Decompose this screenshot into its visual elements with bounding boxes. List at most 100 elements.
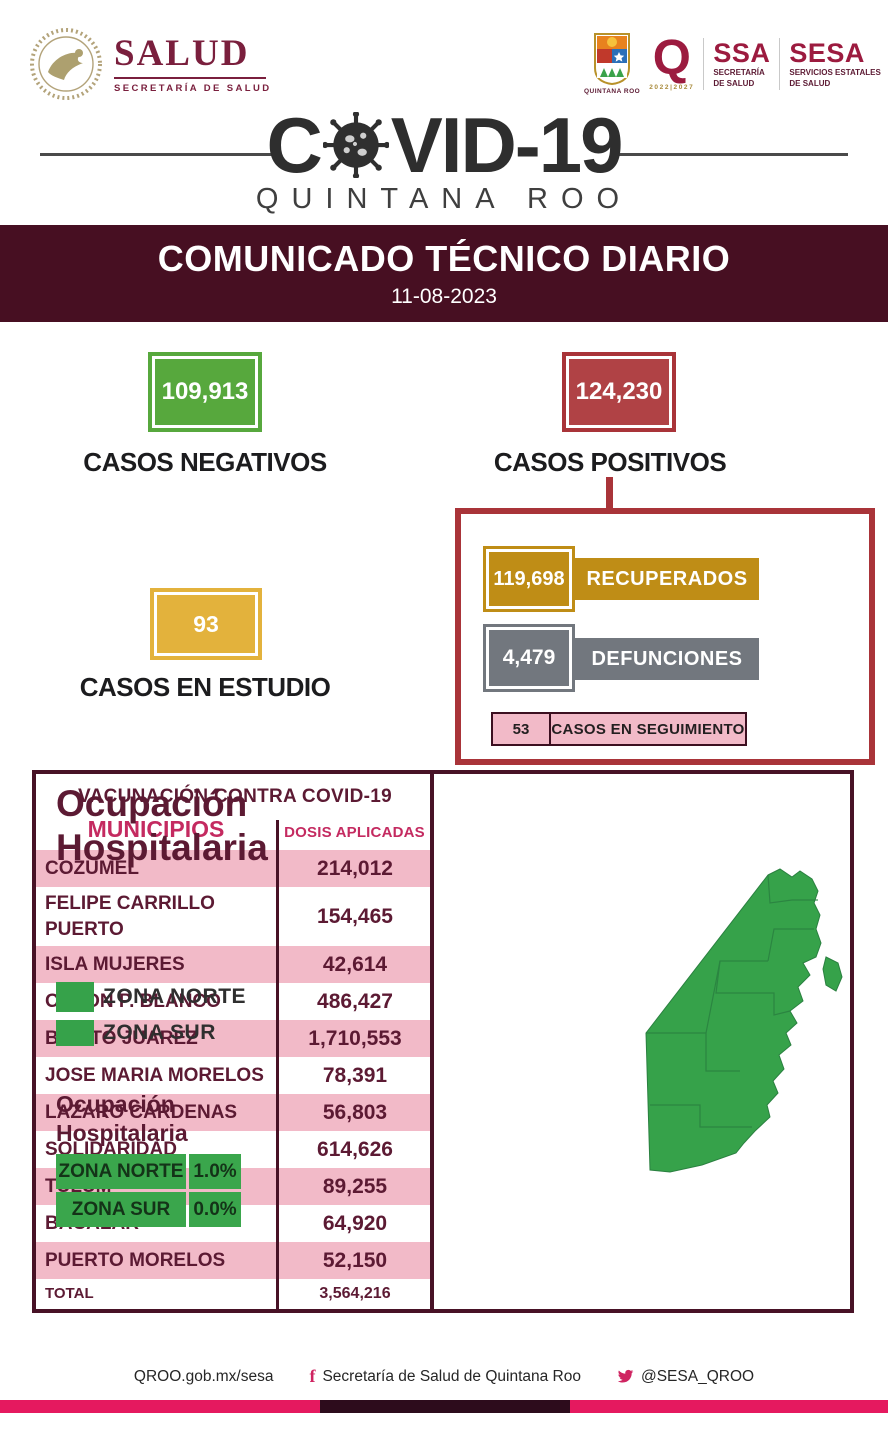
positivos-connector	[606, 477, 613, 509]
dosis-value: 78,391	[322, 1063, 388, 1087]
hospital-subtitle-line1: Ocupación	[56, 1091, 175, 1117]
footer-twitter[interactable]: @SESA_QROO	[617, 1368, 754, 1386]
negativos-label: CASOS NEGATIVOS	[83, 447, 327, 477]
dosis-value: 614,626	[317, 1137, 393, 1161]
dosis-value: 56,803	[322, 1100, 388, 1124]
table-row: PUERTO MORELOS 52,150	[36, 1242, 430, 1280]
positivos-box: 124,230	[562, 352, 676, 432]
covid-title: C VID-19	[0, 106, 888, 184]
footer: QROO.gob.mx/sesa f Secretaría de Salud d…	[0, 1366, 888, 1387]
dosis-value: 89,255	[322, 1174, 388, 1198]
zone-row: ZONA NORTE 1.0%	[56, 1154, 241, 1189]
zone-value: 0.0%	[189, 1192, 241, 1227]
coronavirus-icon	[322, 112, 389, 178]
ssa-line1: SECRETARÍA	[713, 68, 765, 78]
table-row: BENITO JUAREZ 1,710,553	[36, 1020, 430, 1058]
footer-facebook[interactable]: f Secretaría de Salud de Quintana Roo	[309, 1366, 581, 1387]
banner-date: 11-08-2023	[391, 285, 497, 308]
dosis-header: DOSIS APLICADAS	[284, 824, 425, 841]
logo-divider	[703, 37, 705, 90]
hospital-subtitle-line2: Hospitalaria	[56, 1119, 188, 1146]
seguimiento-label: CASOS EN SEGUIMIENTO	[551, 720, 745, 738]
municipio-name: FELIPE CARRILLO PUERTO	[45, 893, 215, 940]
negativos-box: 109,913	[148, 352, 262, 432]
total-label: TOTAL	[45, 1285, 94, 1303]
total-value: 3,564,216	[319, 1285, 391, 1303]
salud-subtitle: SECRETARÍA DE SALUD	[114, 82, 272, 94]
footer-website[interactable]: QROO.gob.mx/sesa	[134, 1368, 274, 1386]
sesa-line2: DE SALUD	[789, 78, 831, 88]
recuperados-value: 119,698	[493, 567, 565, 590]
zone-name: ZONA SUR	[56, 1192, 186, 1227]
positivos-value: 124,230	[575, 378, 663, 405]
table-total-row: TOTAL 3,564,216	[36, 1279, 430, 1309]
table-row: ISLA MUJERES 42,614	[36, 946, 430, 984]
municipio-name: COZUMEL	[45, 857, 139, 879]
legend-swatch-icon	[56, 982, 94, 1012]
dosis-value: 486,427	[317, 989, 393, 1013]
hospital-title-line1: Ocupación	[56, 783, 248, 824]
facebook-icon: f	[309, 1366, 316, 1386]
header-logos-right: QUINTANA ROO Q 2022|2027 SSA SECRETARÍA …	[584, 32, 881, 95]
quintana-roo-caption: QUINTANA ROO	[584, 88, 641, 95]
legend-item: ZONA SUR	[56, 1020, 246, 1046]
quintana-roo-map	[645, 868, 843, 1173]
title-rule-left	[40, 153, 272, 156]
seguimiento-box: 53 CASOS EN SEGUIMIENTO	[491, 712, 747, 746]
main-panel: VACUNACIÓN CONTRA COVID-19 MUNICIPIOS DO…	[32, 770, 854, 1313]
vaccination-title: VACUNACIÓN CONTRA COVID-19	[78, 786, 392, 807]
estudio-box: 93	[150, 588, 262, 660]
legend-swatch-icon	[56, 1020, 94, 1046]
dosis-value: 1,710,553	[308, 1026, 402, 1050]
covid-title-left: C	[266, 101, 322, 189]
panel-section-divider	[430, 774, 434, 1309]
logo-divider	[779, 37, 781, 90]
banner-title: COMUNICADO TÉCNICO DIARIO	[157, 238, 731, 279]
twitter-text: @SESA_QROO	[640, 1367, 755, 1385]
mexico-eagle-seal-icon	[30, 28, 102, 100]
municipio-name: ISLA MUJERES	[45, 953, 185, 975]
table-column-divider	[276, 820, 279, 1309]
table-row: COZUMEL 214,012	[36, 850, 430, 887]
defunciones-label: DEFUNCIONES	[591, 647, 743, 670]
estudio-label: CASOS EN ESTUDIO	[79, 672, 331, 702]
dosis-value: 154,465	[317, 904, 393, 928]
ssa-logo: SSA SECRETARÍA DE SALUD	[713, 39, 770, 88]
salud-rule	[114, 76, 266, 79]
banner: COMUNICADO TÉCNICO DIARIO 11-08-2023	[0, 225, 888, 322]
defunciones-value: 4,479	[502, 646, 556, 669]
ssa-line2: DE SALUD	[713, 78, 755, 88]
zone-row: ZONA SUR 0.0%	[56, 1192, 241, 1227]
covid-subtitle: QUINTANA ROO	[255, 183, 633, 215]
vaccination-table-body: COZUMEL 214,012 FELIPE CARRILLO PUERTO 154,…	[36, 850, 430, 1309]
q-logo-letter: Q	[652, 30, 691, 85]
recuperados-box: 119,698	[483, 546, 575, 612]
legend-item: ZONA NORTE	[56, 982, 246, 1012]
recuperados-bar: RECUPERADOS	[575, 558, 759, 600]
sesa-line1: SERVICIOS ESTATALES	[789, 68, 881, 78]
salud-title: SALUD	[114, 32, 250, 74]
zone-legend: ZONA NORTE ZONA SUR	[56, 982, 246, 1046]
recuperados-label: RECUPERADOS	[586, 567, 748, 590]
quintana-roo-shield-icon	[594, 33, 631, 86]
seguimiento-value: 53	[493, 714, 551, 744]
covid-title-right: VID-19	[390, 101, 624, 189]
table-row: FELIPE CARRILLO PUERTO 154,465	[36, 887, 430, 946]
legend-label: ZONA SUR	[103, 1021, 216, 1044]
municipio-name: JOSE MARIA MORELOS	[45, 1064, 264, 1086]
sesa-abbr: SESA	[789, 37, 865, 68]
dosis-value: 52,150	[322, 1248, 388, 1272]
salud-logo: SALUD SECRETARÍA DE SALUD	[28, 26, 272, 102]
cozumel-island	[822, 956, 843, 992]
zone-occupancy-table: ZONA NORTE 1.0% ZONA SUR 0.0%	[56, 1154, 241, 1227]
defunciones-bar: DEFUNCIONES	[575, 638, 759, 680]
hospital-title-line2: Hospitalaria	[56, 826, 268, 868]
sesa-logo: SESA SERVICIOS ESTATALES DE SALUD	[789, 39, 880, 88]
estudio-value: 93	[193, 610, 219, 637]
positivos-panel: 119,698 RECUPERADOS 4,479 DEFUNCIONES 53…	[455, 508, 875, 765]
municipios-header: MUNICIPIOS	[87, 816, 225, 842]
zone-value: 1.0%	[189, 1154, 241, 1189]
facebook-text: Secretaría de Salud de Quintana Roo	[322, 1367, 581, 1385]
q-logo-years: 2022|2027	[649, 84, 695, 92]
